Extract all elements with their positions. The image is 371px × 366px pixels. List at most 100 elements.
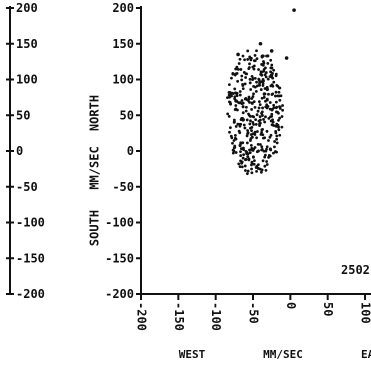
- scatter-point: [253, 59, 257, 63]
- scatter-point: [233, 136, 237, 140]
- x-tick-label: -50: [247, 302, 261, 324]
- scatter-point: [227, 90, 231, 94]
- scatter-point: [264, 168, 268, 172]
- scatter-point: [265, 160, 269, 163]
- y-axis-unit-label: MM/SEC: [88, 146, 102, 189]
- scatter-point: [233, 87, 237, 91]
- scatter-point: [259, 88, 263, 91]
- scatter-point: [241, 105, 245, 108]
- x-tick-label: 50: [321, 302, 335, 316]
- scatter-point: [253, 105, 257, 109]
- scatter-point: [240, 161, 243, 165]
- scatter-point: [249, 119, 252, 123]
- scatter-point: [248, 148, 251, 152]
- outer-y-tick-label: 100: [16, 73, 38, 87]
- scatter-point: [273, 145, 276, 149]
- outer-y-tick-label: 200: [16, 1, 38, 15]
- scatter-point: [252, 123, 256, 126]
- scatter-point: [245, 150, 248, 154]
- scatter-point: [253, 85, 257, 89]
- scatter-point: [259, 133, 263, 136]
- scatter-point: [265, 85, 269, 89]
- scatter-point: [253, 76, 257, 80]
- scatter-point: [274, 90, 278, 94]
- scatter-point: [265, 129, 269, 133]
- scatter-point: [238, 57, 242, 61]
- y-tick-label: -100: [105, 216, 134, 230]
- scatter-point: [270, 66, 274, 70]
- scatter-point: [234, 151, 238, 154]
- scatter-point: [262, 136, 265, 140]
- scatter-point: [261, 84, 265, 87]
- scatter-point: [249, 58, 253, 62]
- scatter-point: [249, 88, 253, 91]
- scatter-point: [274, 74, 278, 78]
- scatter-point: [248, 81, 252, 85]
- scatter-point: [241, 87, 245, 91]
- scatter-point: [264, 71, 268, 74]
- scatter-point: [252, 100, 256, 104]
- scatter-point: [258, 103, 262, 107]
- scatter-point: [234, 72, 238, 76]
- scatter-point: [247, 158, 251, 162]
- outer-y-axis: 200 150 100 50 0 -50 -100 -150 -200: [6, 1, 45, 301]
- scatter-point: [264, 115, 267, 119]
- y-tick-label: 200: [112, 1, 134, 15]
- scatter-point: [269, 133, 273, 137]
- scatter-point: [250, 74, 254, 78]
- scatter-point: [260, 128, 264, 132]
- scatter-point: [231, 71, 235, 75]
- scatter-point: [231, 148, 235, 152]
- scatter-point: [234, 125, 238, 128]
- x-tick-label: -100: [209, 302, 223, 331]
- scatter-point: [236, 52, 240, 57]
- scatter-point: [254, 122, 258, 126]
- scatter-point: [227, 83, 231, 87]
- scatter-point: [277, 94, 281, 98]
- x-tick-label: 100: [359, 302, 371, 324]
- scatter-point: [251, 77, 255, 80]
- y-axis-bottom-label: SOUTH: [88, 210, 102, 246]
- scatter-point: [246, 155, 250, 158]
- scatter-point: [255, 49, 258, 53]
- scatter-point: [243, 126, 247, 130]
- scatter-point: [270, 93, 274, 96]
- scatter-point: [245, 172, 249, 176]
- scatter-point: [258, 83, 261, 87]
- y-tick-label: 100: [112, 73, 134, 87]
- scatter-point: [257, 106, 261, 110]
- scatter-point: [261, 77, 265, 81]
- scatter-point: [262, 95, 266, 99]
- scatter-point: [241, 111, 245, 115]
- scatter-point: [265, 147, 268, 151]
- scatter-point: [241, 141, 245, 145]
- scatter-point: [263, 87, 267, 90]
- scatter-point: [252, 64, 256, 68]
- scatter-point: [250, 162, 254, 165]
- scatter-point: [265, 88, 269, 92]
- scatter-point: [274, 130, 278, 133]
- scatter-point: [272, 68, 276, 72]
- annotation-label: 2502: [341, 263, 370, 277]
- scatter-point: [261, 82, 265, 85]
- scatter-point: [250, 146, 254, 150]
- scatter-point: [263, 155, 267, 159]
- y-tick-label: 50: [120, 108, 134, 122]
- x-axis-right-label: EA: [361, 348, 371, 361]
- scatter-point: [262, 92, 266, 96]
- x-tick-label: -200: [135, 302, 149, 331]
- scatter-point: [263, 164, 267, 168]
- scatter-point: [240, 99, 244, 102]
- scatter-point: [254, 118, 258, 122]
- scatter-point: [277, 111, 280, 115]
- scatter-point: [258, 143, 262, 146]
- scatter-point: [275, 141, 279, 145]
- outer-y-tick-label: -150: [16, 251, 45, 265]
- scatter-point: [239, 68, 243, 71]
- scatter-point: [226, 112, 230, 116]
- scatter-point: [237, 162, 241, 166]
- scatter-point: [236, 108, 239, 112]
- scatter-point: [277, 128, 281, 132]
- scatter-point: [284, 56, 289, 60]
- scatter-point: [254, 89, 258, 93]
